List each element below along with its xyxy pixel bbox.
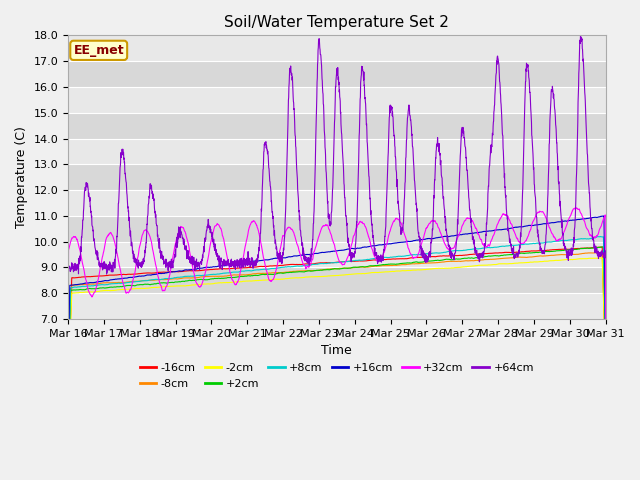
Bar	[68, 36, 605, 61]
+8cm	[493, 244, 500, 250]
+16cm	[602, 346, 609, 351]
Bar	[68, 267, 605, 293]
-16cm	[596, 244, 604, 250]
Line: +64cm: +64cm	[68, 33, 605, 274]
-16cm	[602, 362, 609, 368]
+8cm	[352, 257, 360, 263]
+32cm	[352, 226, 360, 231]
-16cm	[554, 247, 562, 252]
+8cm	[214, 271, 222, 277]
Line: +32cm: +32cm	[68, 208, 605, 350]
+32cm	[64, 348, 72, 353]
-2cm	[598, 255, 606, 261]
-2cm	[352, 271, 360, 277]
+32cm	[572, 205, 579, 211]
-16cm	[214, 266, 222, 272]
+2cm	[569, 247, 577, 252]
+32cm	[569, 206, 577, 212]
-16cm	[493, 250, 500, 256]
-8cm	[352, 264, 360, 270]
-2cm	[493, 262, 500, 267]
+8cm	[569, 237, 577, 242]
Bar	[68, 190, 605, 216]
Line: -8cm: -8cm	[68, 252, 605, 393]
Legend: -16cm, -8cm, -2cm, +2cm, +8cm, +16cm, +32cm, +64cm: -16cm, -8cm, -2cm, +2cm, +8cm, +16cm, +3…	[135, 359, 538, 393]
+64cm	[103, 271, 111, 277]
Line: +16cm: +16cm	[68, 216, 605, 385]
-8cm	[364, 264, 372, 270]
+64cm	[493, 55, 501, 61]
+64cm	[570, 241, 577, 247]
+2cm	[554, 248, 562, 253]
-16cm	[569, 246, 577, 252]
-8cm	[602, 365, 609, 371]
+16cm	[600, 213, 608, 219]
-16cm	[352, 258, 360, 264]
X-axis label: Time: Time	[321, 344, 352, 357]
-16cm	[64, 386, 72, 392]
Title: Soil/Water Temperature Set 2: Soil/Water Temperature Set 2	[225, 15, 449, 30]
+64cm	[602, 252, 609, 258]
+2cm	[364, 264, 372, 269]
-2cm	[364, 270, 372, 276]
+64cm	[64, 267, 72, 273]
+2cm	[602, 358, 609, 364]
+2cm	[64, 392, 72, 398]
+16cm	[364, 244, 372, 250]
Bar	[68, 164, 605, 190]
Bar	[68, 61, 605, 87]
+32cm	[493, 223, 500, 229]
-8cm	[554, 252, 562, 258]
Bar	[68, 293, 605, 319]
-8cm	[493, 256, 500, 262]
-16cm	[364, 258, 372, 264]
+2cm	[352, 264, 360, 270]
+64cm	[554, 178, 562, 184]
-8cm	[214, 274, 222, 279]
Line: +8cm: +8cm	[68, 237, 605, 394]
Y-axis label: Temperature (C): Temperature (C)	[15, 126, 28, 228]
+8cm	[596, 234, 604, 240]
+64cm	[577, 30, 584, 36]
+64cm	[364, 155, 372, 161]
Text: EE_met: EE_met	[74, 44, 124, 57]
+16cm	[493, 227, 500, 233]
-2cm	[64, 394, 72, 399]
+2cm	[493, 253, 500, 259]
-2cm	[554, 258, 562, 264]
-2cm	[214, 280, 222, 286]
+8cm	[364, 256, 372, 262]
+32cm	[364, 231, 372, 237]
Bar	[68, 242, 605, 267]
Bar	[68, 87, 605, 113]
+32cm	[214, 222, 222, 228]
+16cm	[569, 217, 577, 223]
+16cm	[554, 219, 562, 225]
Bar	[68, 139, 605, 164]
Line: -16cm: -16cm	[68, 247, 605, 389]
-8cm	[598, 250, 605, 255]
+32cm	[602, 325, 609, 331]
-8cm	[569, 252, 577, 257]
-8cm	[64, 390, 72, 396]
Line: +2cm: +2cm	[68, 247, 605, 395]
+8cm	[554, 238, 562, 244]
+2cm	[599, 244, 607, 250]
+64cm	[214, 256, 222, 262]
+32cm	[554, 237, 562, 243]
-2cm	[569, 257, 577, 263]
+64cm	[353, 224, 360, 229]
+2cm	[214, 276, 222, 281]
Bar	[68, 113, 605, 139]
-2cm	[602, 368, 609, 373]
Line: -2cm: -2cm	[68, 258, 605, 396]
+8cm	[602, 352, 609, 358]
+16cm	[214, 264, 222, 269]
+16cm	[64, 383, 72, 388]
+8cm	[64, 391, 72, 397]
Bar	[68, 216, 605, 242]
+16cm	[352, 246, 360, 252]
